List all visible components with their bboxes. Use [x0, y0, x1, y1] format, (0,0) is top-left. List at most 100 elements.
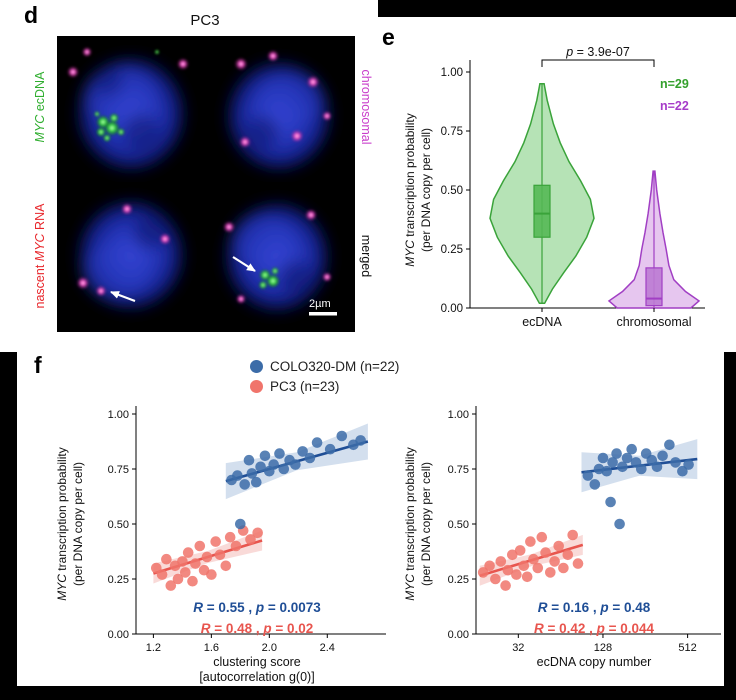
- data-point: [597, 452, 609, 464]
- data-point: [621, 452, 633, 464]
- points-COLO320-DM: [226, 430, 366, 530]
- data-point: [528, 553, 539, 565]
- y-tick-label: 0.25: [108, 574, 129, 586]
- data-point: [194, 540, 206, 552]
- panel-d-label: d: [24, 2, 39, 28]
- panel-e-label: e: [382, 24, 395, 50]
- data-point: [210, 536, 221, 547]
- x-tick-label: 128: [594, 642, 612, 654]
- data-point: [572, 558, 584, 569]
- row-label-nascent-myc-rna: nascent MYC RNA: [33, 203, 47, 309]
- data-point: [490, 573, 501, 585]
- data-point: [549, 556, 560, 567]
- data-point: [502, 564, 514, 576]
- violin-ylabel-line1: MYC transcription probability: [403, 113, 417, 266]
- y-tick-label: 0.25: [448, 574, 469, 586]
- data-point: [274, 448, 285, 459]
- arrow-icon: [110, 290, 136, 303]
- data-point: [187, 575, 198, 587]
- data-point: [536, 531, 548, 543]
- data-point: [290, 459, 301, 470]
- legend-dot-pc3-icon: [250, 379, 263, 393]
- scatter2-ylabel-line2: (per DNA copy per cell): [419, 462, 433, 586]
- points-COLO320-DM: [582, 439, 694, 530]
- data-point: [567, 529, 578, 541]
- scatter1-ylabel-line1: MYC transcription probability: [55, 447, 69, 600]
- violin-ylabel-line2: (per DNA copy per cell): [419, 128, 433, 252]
- data-point: [651, 461, 663, 473]
- y-tick-label: 0.50: [108, 519, 129, 531]
- data-point: [617, 461, 628, 473]
- data-point: [601, 465, 612, 477]
- data-point: [558, 562, 569, 574]
- data-point: [177, 556, 188, 567]
- y-tick-label: 0.75: [448, 464, 469, 476]
- black-bar-top: [378, 0, 736, 17]
- black-strip-left: [0, 352, 17, 700]
- data-point: [190, 558, 201, 569]
- scatter1-xlabel-line2: [autocorrelation g(0)]: [199, 670, 314, 684]
- p-value-label: p = 3.9e-07: [565, 45, 630, 59]
- legend-item-colo320: COLO320-DM (n=22): [250, 356, 399, 376]
- data-point: [636, 463, 647, 475]
- data-point: [518, 560, 530, 572]
- data-point: [304, 452, 316, 464]
- y-tick-label: 0.25: [441, 244, 463, 256]
- data-point: [683, 459, 694, 470]
- data-point: [525, 536, 536, 547]
- data-point: [670, 457, 681, 468]
- data-point: [607, 457, 618, 468]
- violin-box: [645, 267, 663, 307]
- data-point: [605, 496, 616, 508]
- x-tick-label: 2.0: [262, 642, 277, 654]
- data-point: [355, 435, 366, 446]
- data-point: [156, 569, 168, 580]
- stats-annotation-COLO320-DM: R = 0.16 , p = 0.48: [538, 600, 651, 615]
- data-point: [245, 534, 256, 545]
- panel-f-label: f: [34, 352, 42, 378]
- data-point: [545, 567, 556, 578]
- data-point: [677, 465, 688, 477]
- data-point: [206, 569, 217, 580]
- data-point: [589, 479, 601, 490]
- micrograph-grid: 2µm: [57, 36, 355, 332]
- data-point: [324, 443, 336, 455]
- data-point: [172, 573, 184, 585]
- black-strip-right: [724, 352, 736, 700]
- data-point: [626, 443, 637, 455]
- rna-red-dots: [76, 203, 171, 297]
- legend-label-pc3: PC3 (n=23): [270, 378, 340, 394]
- data-point: [664, 439, 675, 451]
- data-point: [511, 569, 522, 580]
- stats-annotation-PC3: R = 0.48 , p = 0.02: [201, 621, 314, 636]
- y-tick-label: 0.00: [448, 629, 469, 641]
- micrograph-ecdna: [57, 36, 204, 182]
- scatter-clustering-score: 0.00 0.25 0.50 0.75 1.00 1.2 1.6 2.0 2.4 R = 0.55…: [55, 406, 386, 684]
- y-tick-label: 1.00: [441, 67, 463, 79]
- y-tick-label: 0.75: [108, 464, 129, 476]
- y-tick-label: 0.00: [108, 629, 129, 641]
- arrow-icon: [232, 256, 256, 272]
- data-point: [278, 463, 290, 475]
- micrograph-merged: 2µm: [207, 185, 354, 331]
- y-tick-label: 0.50: [448, 519, 469, 531]
- x-tick-label: 1.2: [146, 642, 161, 654]
- data-point: [252, 527, 263, 539]
- violin-n-ecdna: n=29: [660, 77, 689, 91]
- scatter2-ylabel-line1: MYC transcription probability: [403, 447, 417, 600]
- points-PC3: [477, 529, 584, 591]
- data-point: [553, 540, 564, 552]
- micrograph-nascent-rna: [57, 185, 204, 331]
- data-point: [562, 549, 574, 561]
- x-tick-label: ecDNA: [522, 315, 562, 329]
- violin-n-chromosomal: n=22: [660, 99, 689, 113]
- y-tick-label: 1.00: [108, 409, 129, 421]
- x-tick-label: 2.4: [320, 642, 335, 654]
- black-strip-bottom: [0, 686, 736, 700]
- data-point: [161, 553, 172, 565]
- data-point: [500, 580, 511, 591]
- data-point: [657, 450, 668, 462]
- panel-f-legend: COLO320-DM (n=22) PC3 (n=23): [250, 356, 399, 396]
- data-point: [311, 437, 323, 448]
- chromosomal-pink-dots: [223, 209, 332, 304]
